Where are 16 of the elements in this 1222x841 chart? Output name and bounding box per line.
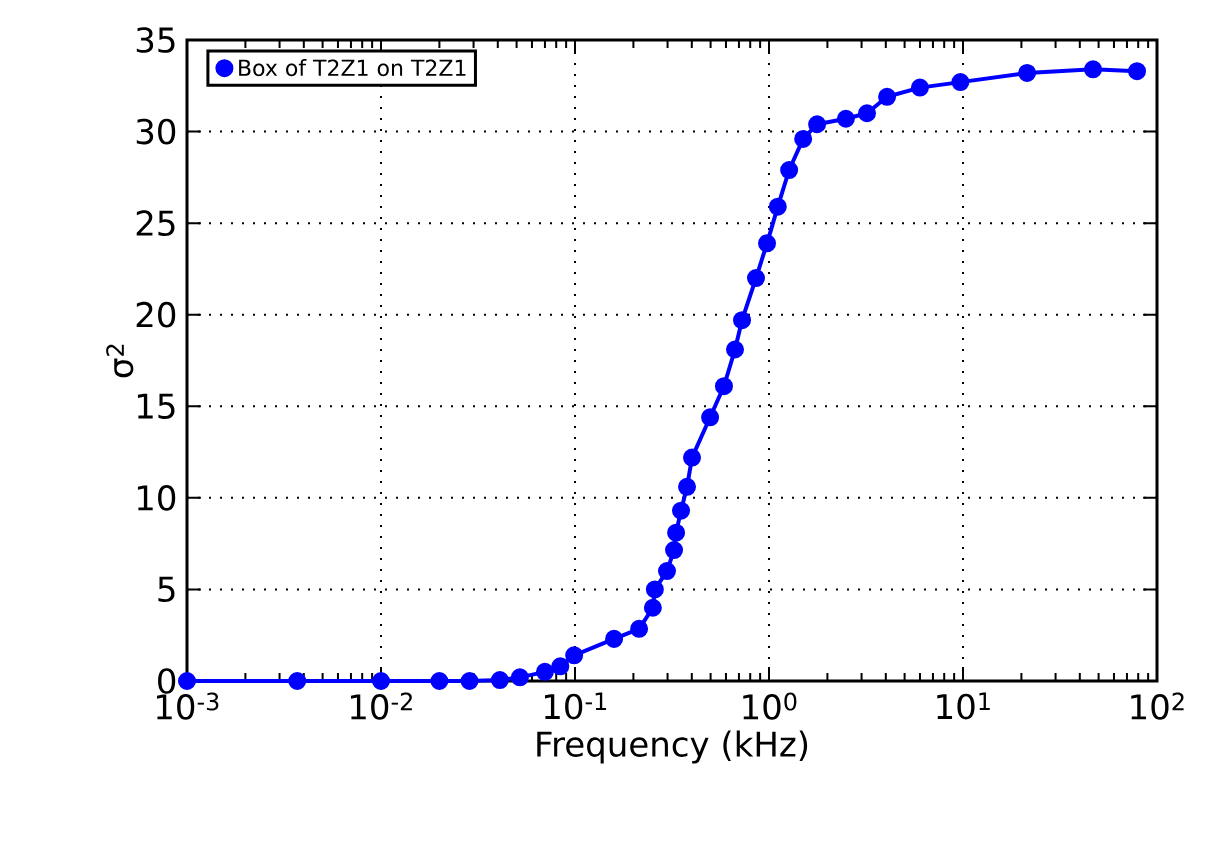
- y-tick-label: 35: [136, 27, 175, 53]
- x-tick-label: 10$^{1}$: [937, 692, 990, 720]
- legend-label: Box of T2Z1 on T2Z1: [239, 59, 466, 77]
- y-tick-label: 0: [158, 668, 176, 694]
- y-tick-label: 25: [136, 210, 175, 236]
- x-tick-label: 10$^{-1}$: [544, 692, 607, 720]
- y-tick-label: 5: [158, 576, 175, 603]
- y-tick-label: 20: [136, 301, 176, 328]
- x-tick-label: 10$^{0}$: [743, 692, 797, 720]
- y-axis-title: σ$^{2}$: [106, 344, 134, 378]
- y-tick-label: 15: [137, 393, 175, 419]
- x-tick-label: 10$^{-2}$: [350, 692, 412, 720]
- y-tick-label: 30: [136, 118, 176, 145]
- x-axis-title: Frequency (kHz): [537, 730, 808, 764]
- x-tick-label: 10$^{2}$: [1131, 692, 1184, 720]
- y-tick-label: 10: [137, 485, 176, 511]
